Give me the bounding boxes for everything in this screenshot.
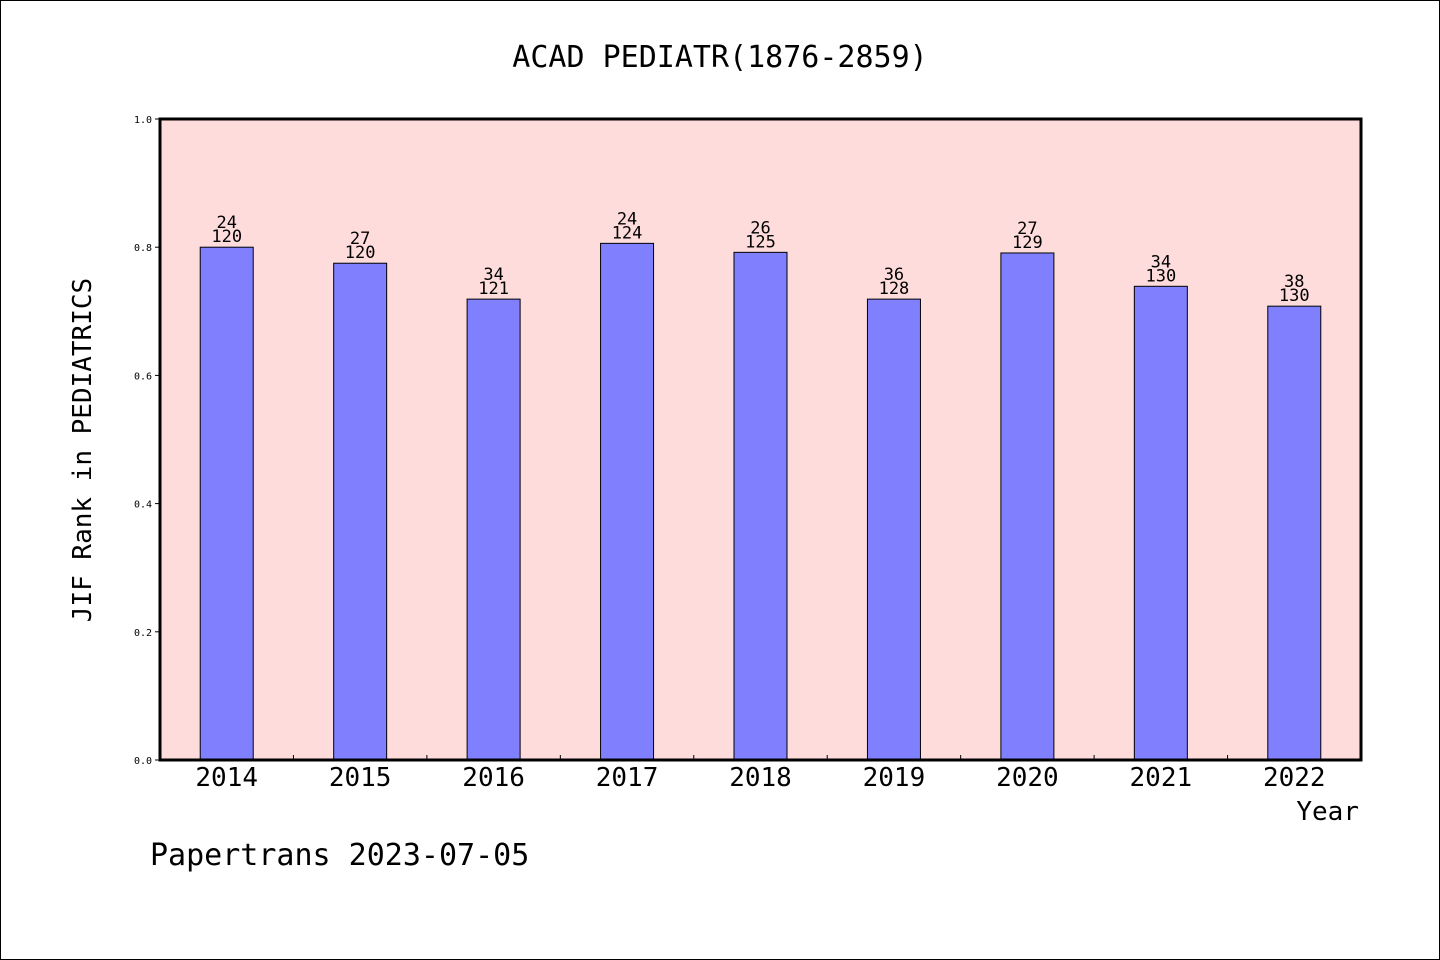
bar-2018 — [733, 251, 788, 761]
y-tick-label: 0.6 — [134, 371, 152, 382]
bar-2022 — [1267, 305, 1322, 761]
bar-total-label: 128 — [879, 279, 910, 299]
bar-2021 — [1133, 285, 1188, 761]
x-tick-label: 2020 — [996, 763, 1059, 793]
x-tick-label: 2019 — [863, 763, 926, 793]
bar-total-label: 130 — [1145, 266, 1176, 286]
x-axis-label: Year — [1296, 797, 1359, 827]
y-tick-label: 0.8 — [134, 243, 152, 254]
bar-rank-label: 34 — [483, 265, 503, 285]
bar-2019 — [866, 298, 921, 761]
x-tick-label: 2016 — [462, 763, 525, 793]
y-axis-label: JIF Rank in PEDIATRICS — [68, 278, 98, 622]
y-tick-label: 0.0 — [134, 756, 152, 767]
bar-2020 — [1000, 252, 1055, 761]
bar-total-label: 125 — [745, 232, 776, 252]
y-tick-label: 0.4 — [134, 500, 152, 511]
bar-rank-label: 27 — [350, 229, 370, 249]
x-tick-label: 2022 — [1263, 763, 1326, 793]
bar-total-label: 120 — [345, 243, 376, 263]
y-axis-ticks: 0.0 0.2 0.4 0.6 0.8 1.0 — [134, 115, 160, 767]
x-tick-label: 2018 — [729, 763, 792, 793]
x-tick-label: 2017 — [596, 763, 659, 793]
bars — [199, 242, 1322, 761]
bar-rank-label: 38 — [1284, 272, 1304, 292]
bar-2015 — [333, 262, 388, 761]
x-tick-label: 2014 — [195, 763, 258, 793]
bar-total-label: 124 — [612, 223, 643, 243]
bar-rank-label: 24 — [216, 213, 236, 233]
x-tick-label: 2015 — [329, 763, 392, 793]
bar-total-label: 130 — [1279, 286, 1310, 306]
x-tick-label: 2021 — [1130, 763, 1193, 793]
y-tick-label: 0.2 — [134, 628, 152, 639]
bar-total-label: 129 — [1012, 233, 1043, 253]
bar-total-label: 121 — [478, 279, 509, 299]
bar-total-label: 120 — [211, 227, 242, 247]
bar-rank-label: 26 — [750, 218, 770, 238]
plot-border — [158, 117, 1363, 762]
y-tick-label: 1.0 — [134, 115, 152, 126]
chart-title: ACAD PEDIATR(1876-2859) — [512, 40, 927, 75]
x-axis-ticks: 2014 2015 2016 2017 2018 2019 2020 2021 2022 — [195, 755, 1326, 793]
bar-rank-label: 27 — [1017, 219, 1037, 239]
bar-rank-label: 36 — [884, 265, 904, 285]
bar-rank-label: 34 — [1151, 252, 1171, 272]
bar-2014 — [199, 246, 254, 761]
footer-credit: Papertrans 2023-07-05 — [150, 838, 529, 873]
bar-rank-label: 24 — [617, 209, 637, 229]
bar-2016 — [466, 298, 521, 761]
bar-2017 — [600, 242, 655, 761]
